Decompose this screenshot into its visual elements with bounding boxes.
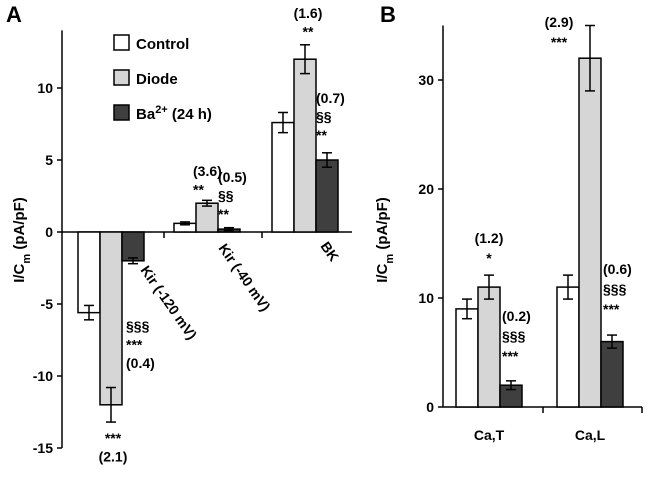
panel-a-ytick-label: -15 [33, 440, 53, 456]
category-label-ca-l: Ca,L [575, 427, 606, 443]
legend-label-ba: Ba2+ (24 h) [136, 104, 212, 123]
panel-a-ytick-label: -10 [33, 368, 53, 384]
bar-ca-t-diode [477, 286, 501, 408]
annotation-ca-t-diode: (1.2) [475, 230, 504, 246]
annotation-ca-l-ba: *** [603, 301, 620, 317]
bar-kir-120-mv-ba [121, 231, 145, 262]
bar-ca-l-ba [600, 340, 624, 408]
annotation-bk-ba: §§ [316, 109, 332, 125]
annotation-kir-120-mv-diode: *** [105, 430, 122, 446]
annotation-bk-diode: (1.6) [294, 5, 323, 21]
bar-bk-diode [293, 58, 317, 233]
annotation-kir-40-mv-diode: (3.6) [193, 163, 222, 179]
annotation-bk-ba: (0.7) [316, 90, 345, 106]
annotation-kir-40-mv-ba: §§ [218, 188, 234, 204]
annotation-ca-t-ba: *** [502, 348, 519, 364]
bar-kir-40-mv-diode [195, 202, 219, 233]
legend-swatch-diode [113, 69, 130, 86]
panel-b-ytick-label: 30 [418, 72, 434, 88]
annotation-ca-t-ba: §§§ [502, 328, 526, 344]
annotation-ca-l-ba: (0.6) [603, 261, 632, 277]
bar-bk-ba [315, 159, 339, 233]
panel-b-ytick-label: 10 [418, 290, 434, 306]
annotation-ca-l-ba: §§§ [603, 281, 627, 297]
panel-a-ytick-label: 10 [37, 80, 53, 96]
bar-ca-t-control [455, 308, 479, 408]
panel-a-ytick-label: -5 [41, 296, 54, 312]
legend-label-diode: Diode [136, 71, 178, 88]
legend-swatch-ba [113, 104, 130, 121]
annotation-ca-t-ba: (0.2) [502, 308, 531, 324]
bar-ca-l-control [556, 286, 580, 408]
annotation-bk-ba: ** [316, 127, 327, 143]
category-label-bk: BK [318, 239, 343, 265]
panel-b-ytick-label: 0 [426, 399, 434, 415]
annotation-kir-120-mv-diode: (2.1) [99, 449, 128, 465]
legend-label-control: Control [136, 36, 189, 53]
legend-swatch-control [113, 34, 130, 51]
annotation-kir-120-mv-ba: *** [126, 337, 143, 353]
panel-b-chart: 0 10 20 30 Ca,T Ca,L (1.2) * (0.2) §§§ *** (2.9) ***… [418, 14, 643, 443]
bar-bk-control [271, 121, 295, 233]
annotation-ca-l-diode: *** [551, 34, 568, 50]
bar-kir-120-mv-control [77, 231, 101, 314]
annotation-kir-120-mv-ba: (0.4) [126, 355, 155, 371]
category-label-kir-40-mv: Kir (-40 mV) [216, 241, 274, 315]
annotation-kir-40-mv-ba: ** [218, 206, 229, 222]
panel-a-letter: A [6, 2, 22, 27]
annotation-ca-t-diode: * [486, 250, 492, 266]
category-label-ca-t: Ca,T [474, 427, 505, 443]
annotation-kir-120-mv-ba: §§§ [126, 318, 150, 334]
legend: Control Diode Ba2+ (24 h) [113, 34, 212, 123]
annotation-ca-l-diode: (2.9) [545, 14, 574, 30]
panel-a-ylabel: I/Cm (pA/pF) [11, 197, 33, 283]
panel-a-ytick-label: 0 [45, 224, 53, 240]
annotation-bk-diode: ** [303, 24, 314, 40]
panel-a-ytick-label: 5 [45, 152, 53, 168]
annotation-kir-40-mv-diode: ** [193, 182, 204, 198]
panel-b-ylabel: I/Cm (pA/pF) [374, 197, 396, 283]
panel-b-letter: B [380, 2, 396, 27]
annotation-kir-40-mv-ba: (0.5) [218, 169, 247, 185]
bar-ca-l-diode [578, 57, 602, 408]
panel-b-ytick-label: 20 [418, 181, 434, 197]
bar-kir-120-mv-diode [99, 231, 123, 406]
